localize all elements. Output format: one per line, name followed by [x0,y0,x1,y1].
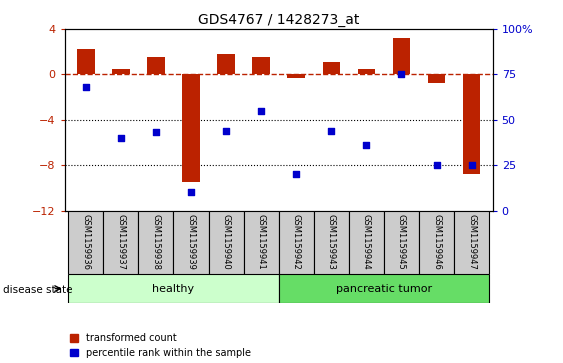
Bar [104,211,138,274]
Bar [314,211,349,274]
Bar [217,54,235,74]
Point [151,130,160,135]
Text: GSM1159938: GSM1159938 [151,214,160,270]
Bar [147,57,165,74]
Bar [68,211,104,274]
Text: GSM1159945: GSM1159945 [397,215,406,270]
Point [397,72,406,77]
Legend: transformed count, percentile rank within the sample: transformed count, percentile rank withi… [70,333,251,358]
Point [257,108,266,114]
Point [362,142,371,148]
Text: GSM1159947: GSM1159947 [467,215,476,270]
Text: GSM1159944: GSM1159944 [362,215,371,270]
Text: GSM1159941: GSM1159941 [257,215,266,270]
Text: GSM1159946: GSM1159946 [432,215,441,270]
Bar [279,211,314,274]
Point [327,128,336,134]
Point [186,189,195,195]
Text: GSM1159940: GSM1159940 [222,215,231,270]
Bar [77,49,95,74]
Bar [173,211,208,274]
Bar [428,74,445,83]
Bar [392,38,410,74]
Bar [288,74,305,78]
Bar [182,74,200,182]
Point [222,128,231,134]
Point [432,162,441,168]
Title: GDS4767 / 1428273_at: GDS4767 / 1428273_at [198,13,359,26]
Bar [112,69,129,74]
Bar [384,211,419,274]
Bar [138,211,173,274]
Text: healthy: healthy [153,284,195,294]
Text: GSM1159943: GSM1159943 [327,215,336,270]
Bar [323,62,340,74]
Bar [252,57,270,74]
Text: pancreatic tumor: pancreatic tumor [336,284,432,294]
Bar [419,211,454,274]
Bar [349,211,384,274]
Bar [279,274,489,303]
Point [467,162,476,168]
Bar [244,211,279,274]
Point [81,84,90,90]
Bar [454,211,489,274]
Text: GSM1159937: GSM1159937 [117,214,126,270]
Text: GSM1159936: GSM1159936 [81,214,90,270]
Point [117,135,126,141]
Text: disease state: disease state [3,285,72,295]
Point [292,171,301,177]
Bar [358,69,375,74]
Bar [463,74,480,174]
Text: GSM1159942: GSM1159942 [292,215,301,270]
Bar [208,211,244,274]
Bar [68,274,279,303]
Text: GSM1159939: GSM1159939 [186,215,195,270]
